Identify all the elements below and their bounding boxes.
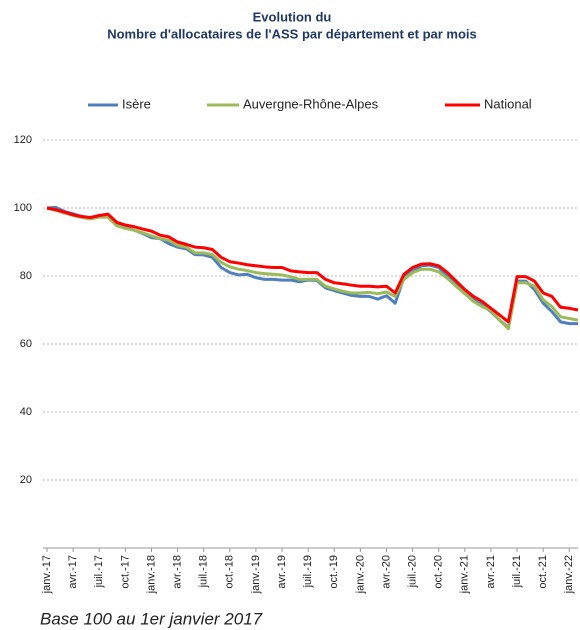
x-tick-label: janv.-21 — [459, 555, 471, 594]
y-tick-label: 40 — [20, 406, 32, 418]
x-tick-label: janv.-22 — [563, 555, 575, 594]
x-tick-label: oct.-19 — [328, 555, 340, 589]
x-tick-label: juil.-17 — [93, 555, 105, 588]
series-line — [46, 206, 579, 331]
x-tick-label: juil.-19 — [302, 555, 314, 588]
y-tick-label: 80 — [20, 270, 32, 282]
x-tick-label: avr.-21 — [485, 555, 497, 589]
x-tick-label: avr.-17 — [67, 555, 79, 589]
legend-label: National — [484, 96, 532, 111]
y-tick-label: 20 — [20, 474, 32, 486]
series-line — [46, 206, 579, 324]
x-tick-label: juil.-18 — [198, 555, 210, 588]
y-tick-label: 60 — [20, 338, 32, 350]
x-tick-label: oct.-20 — [433, 555, 445, 589]
chart-subtitle: Nombre d'allocataires de l'ASS par dépar… — [107, 26, 477, 41]
footnote: Base 100 au 1er janvier 2017 — [40, 609, 263, 628]
x-tick-label: avr.-20 — [380, 555, 392, 589]
legend-label: Auvergne-Rhône-Alpes — [243, 96, 379, 111]
x-tick-label: oct.-17 — [119, 555, 131, 589]
x-tick-label: oct.-18 — [224, 555, 236, 589]
x-tick-label: avr.-18 — [171, 555, 183, 589]
x-tick-label: janv.-18 — [145, 555, 157, 594]
x-tick-label: janv.-20 — [354, 555, 366, 594]
x-tick-label: avr.-19 — [276, 555, 288, 589]
x-tick-label: juil.-21 — [511, 555, 523, 588]
x-tick-label: oct.-21 — [537, 555, 549, 589]
y-tick-label: 120 — [14, 134, 32, 146]
legend-label: Isère — [122, 96, 151, 111]
x-tick-label: janv.-19 — [250, 555, 262, 594]
chart-title: Evolution du — [253, 9, 332, 24]
x-tick-label: janv.-17 — [41, 555, 53, 594]
y-tick-label: 100 — [14, 202, 32, 214]
x-tick-label: juil.-20 — [407, 555, 419, 588]
